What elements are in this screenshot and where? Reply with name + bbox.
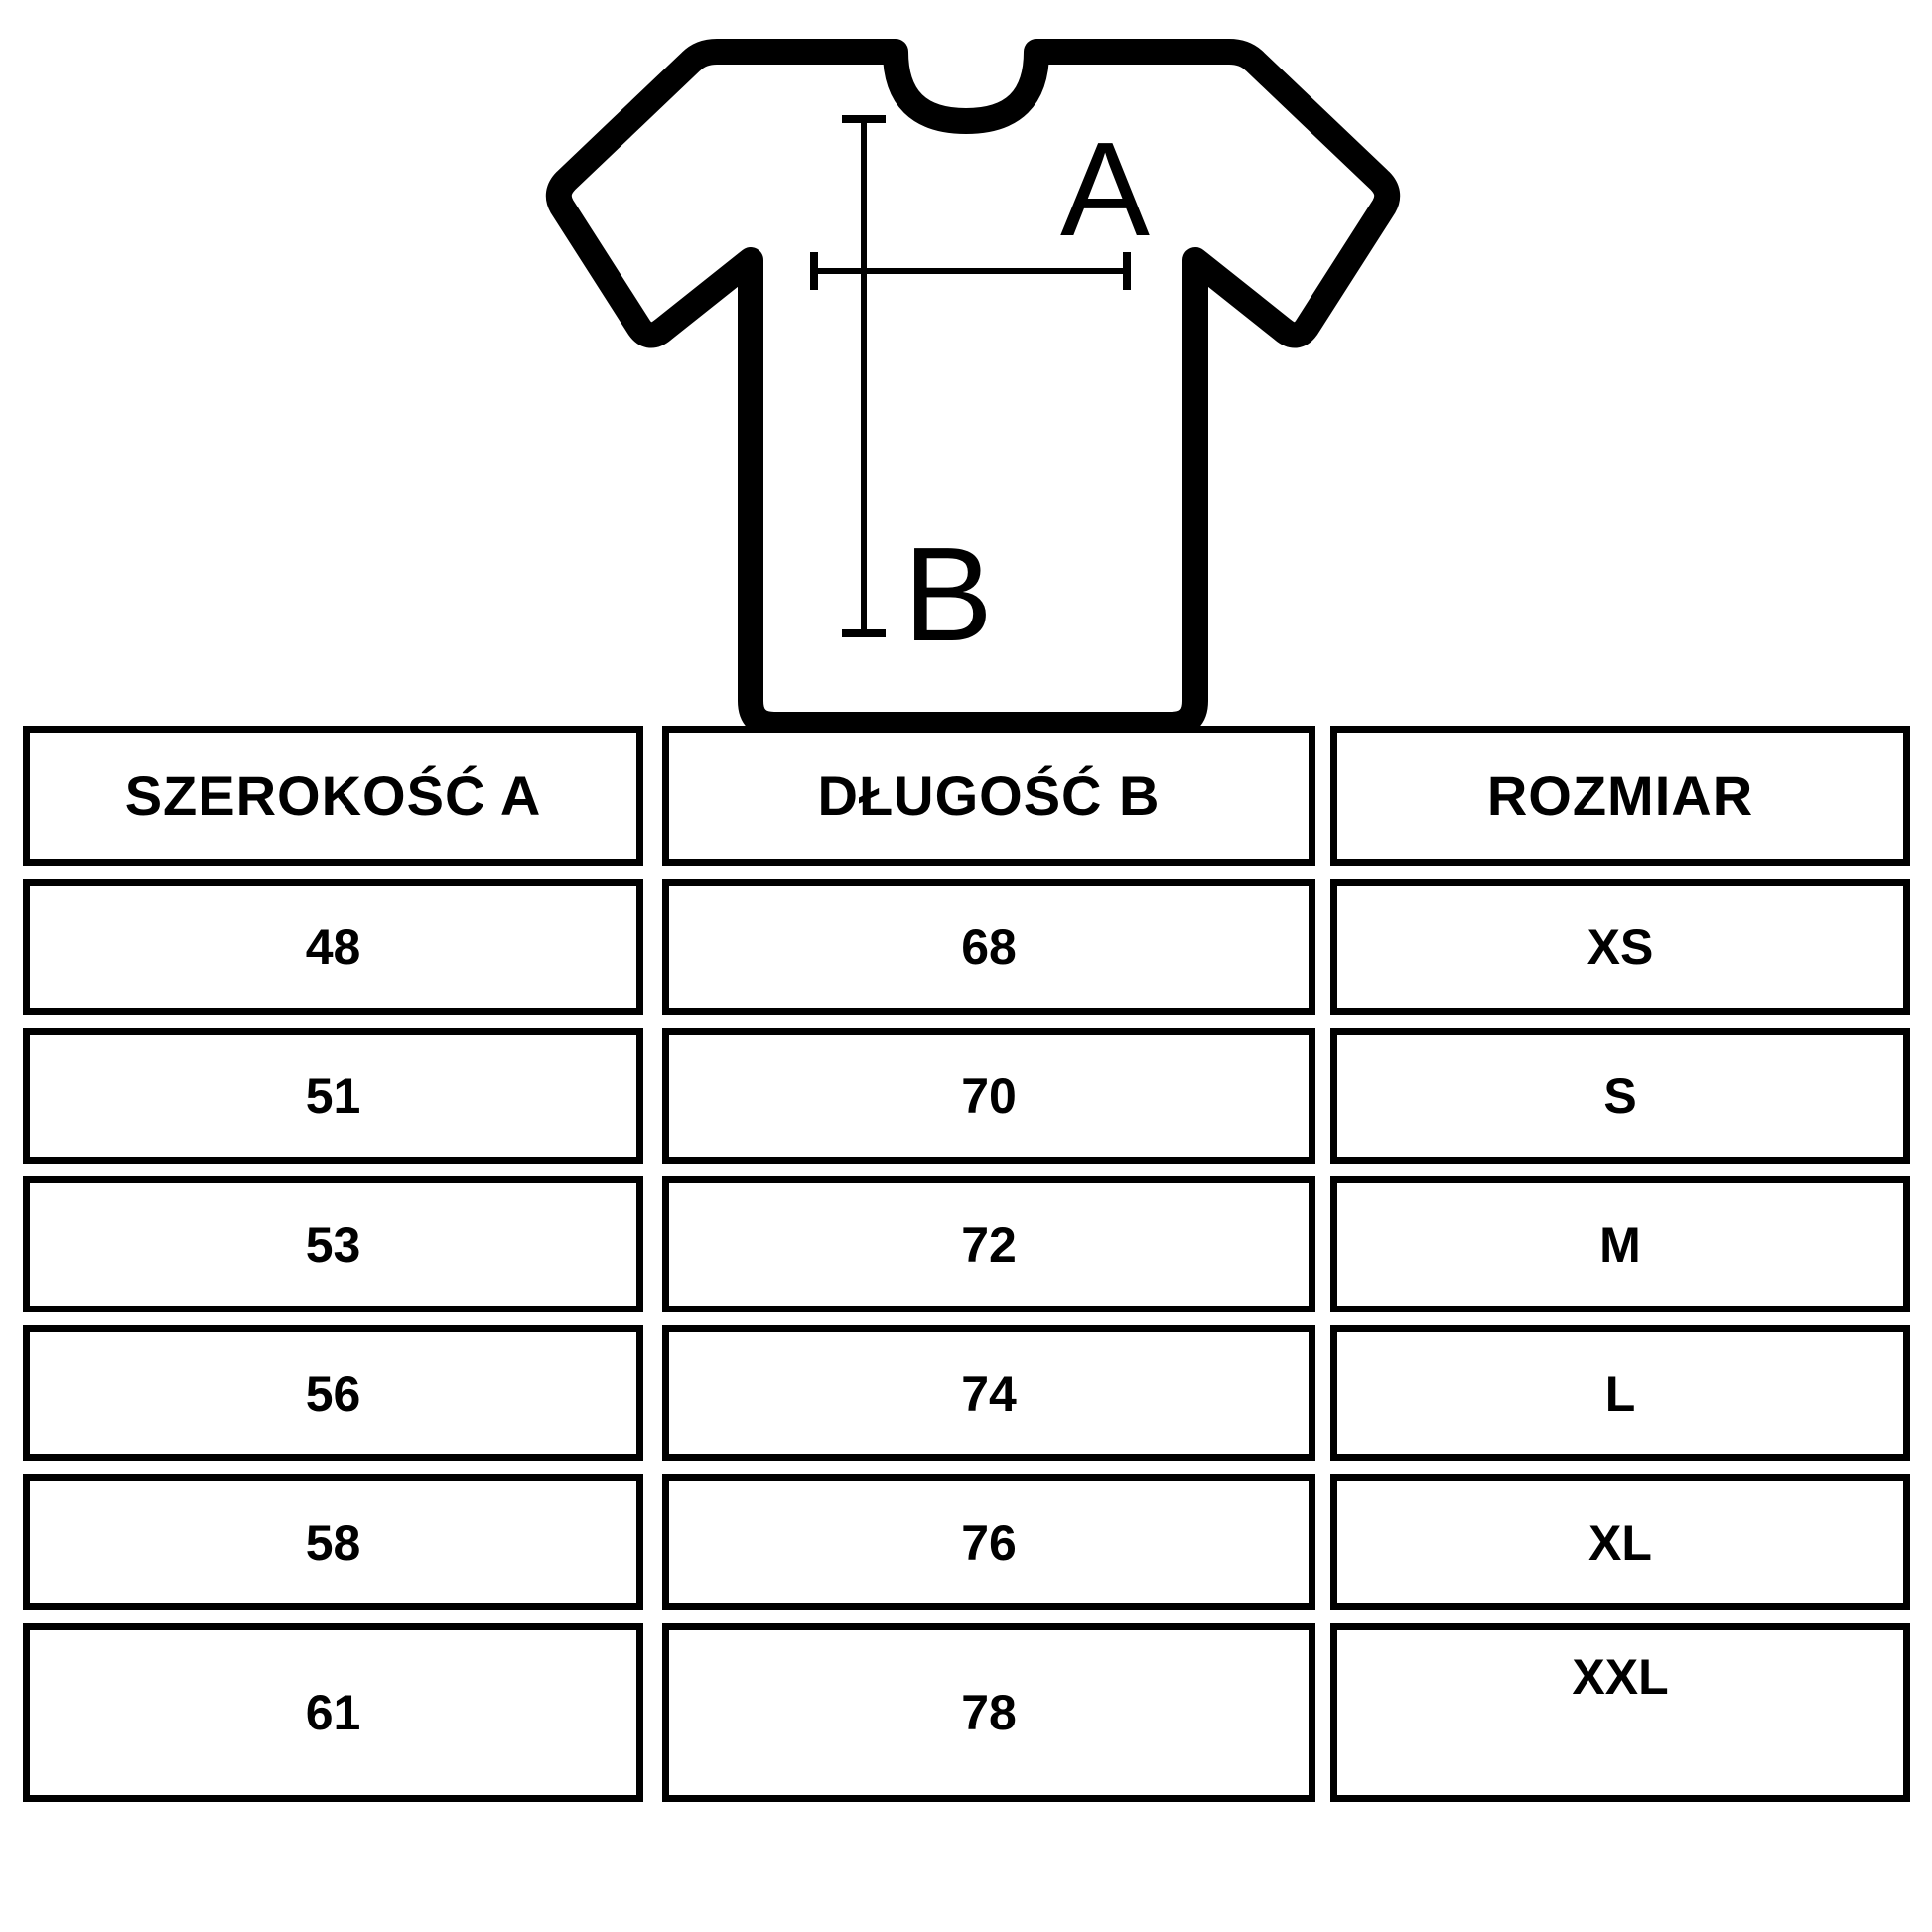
cell-size: XL bbox=[1330, 1474, 1910, 1610]
cell-width: 61 bbox=[23, 1623, 643, 1802]
cell-width: 56 bbox=[23, 1325, 643, 1461]
cell-length: 72 bbox=[662, 1176, 1315, 1312]
table-row: 58 76 XL bbox=[23, 1474, 1910, 1610]
cell-width: 58 bbox=[23, 1474, 643, 1610]
table-row: 56 74 L bbox=[23, 1325, 1910, 1461]
cell-size: S bbox=[1330, 1028, 1910, 1164]
column-header-length: DŁUGOŚĆ B bbox=[662, 726, 1315, 866]
cell-size: M bbox=[1330, 1176, 1910, 1312]
cell-length: 70 bbox=[662, 1028, 1315, 1164]
t-shirt-svg: A B bbox=[545, 39, 1401, 730]
cell-length: 78 bbox=[662, 1623, 1315, 1802]
width-measure-line bbox=[810, 252, 1131, 290]
cell-length: 76 bbox=[662, 1474, 1315, 1610]
cell-length: 68 bbox=[662, 879, 1315, 1015]
t-shirt-outline bbox=[545, 39, 1401, 730]
size-chart-table: SZEROKOŚĆ A DŁUGOŚĆ B ROZMIAR 48 68 XS 5… bbox=[23, 726, 1910, 1815]
table-row: 51 70 S bbox=[23, 1028, 1910, 1164]
length-label-b: B bbox=[903, 519, 993, 669]
table-row: 48 68 XS bbox=[23, 879, 1910, 1015]
column-header-width: SZEROKOŚĆ A bbox=[23, 726, 643, 866]
length-measure-line bbox=[842, 115, 886, 637]
cell-length: 74 bbox=[662, 1325, 1315, 1461]
cell-size: XS bbox=[1330, 879, 1910, 1015]
cell-width: 48 bbox=[23, 879, 643, 1015]
cell-size: XXL bbox=[1330, 1623, 1910, 1802]
width-label-a: A bbox=[1060, 114, 1150, 264]
table-row: 53 72 M bbox=[23, 1176, 1910, 1312]
column-header-size: ROZMIAR bbox=[1330, 726, 1910, 866]
table-row: 61 78 XXL bbox=[23, 1623, 1910, 1802]
cell-width: 51 bbox=[23, 1028, 643, 1164]
shirt-illustration: A B bbox=[0, 0, 1932, 730]
cell-width: 53 bbox=[23, 1176, 643, 1312]
cell-size: L bbox=[1330, 1325, 1910, 1461]
table-header-row: SZEROKOŚĆ A DŁUGOŚĆ B ROZMIAR bbox=[23, 726, 1910, 866]
